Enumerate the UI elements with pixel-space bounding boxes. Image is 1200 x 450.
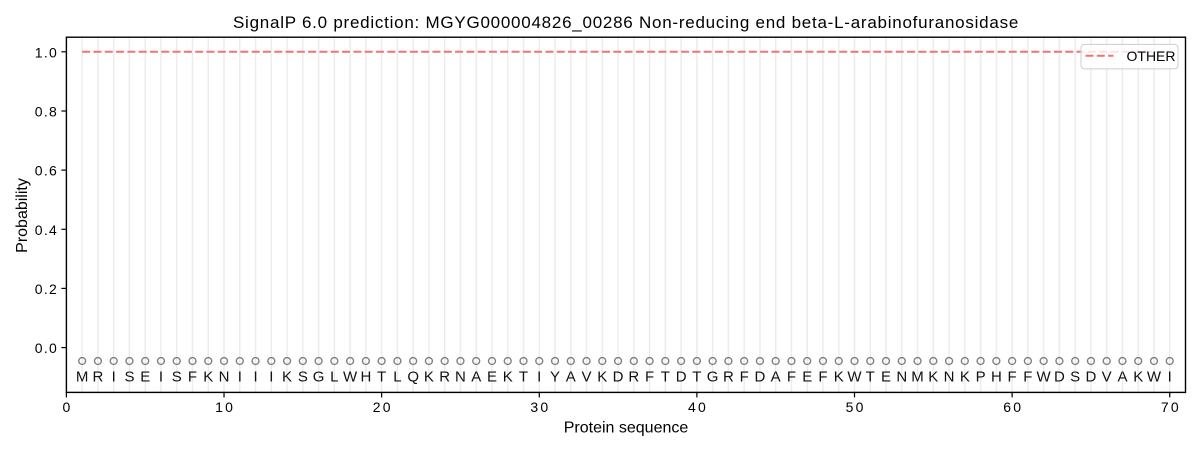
svg-text:K: K	[1133, 369, 1143, 386]
svg-text:W: W	[1147, 369, 1162, 386]
svg-text:H: H	[991, 369, 1002, 386]
svg-text:Probability: Probability	[14, 178, 31, 253]
svg-text:T: T	[692, 369, 701, 386]
svg-text:K: K	[597, 369, 607, 386]
svg-text:T: T	[377, 369, 386, 386]
svg-text:F: F	[740, 369, 749, 386]
svg-text:0: 0	[63, 399, 71, 415]
svg-text:R: R	[439, 369, 450, 386]
svg-text:0.0: 0.0	[35, 340, 57, 356]
svg-text:K: K	[503, 369, 513, 386]
svg-text:I: I	[269, 369, 273, 386]
svg-text:T: T	[661, 369, 670, 386]
svg-text:T: T	[866, 369, 875, 386]
svg-text:I: I	[112, 369, 116, 386]
svg-text:S: S	[124, 369, 134, 386]
svg-text:N: N	[896, 369, 907, 386]
svg-text:0.8: 0.8	[35, 104, 57, 120]
svg-text:R: R	[723, 369, 734, 386]
svg-text:N: N	[455, 369, 466, 386]
svg-text:I: I	[159, 369, 163, 386]
svg-text:E: E	[881, 369, 891, 386]
svg-text:K: K	[834, 369, 844, 386]
svg-text:H: H	[360, 369, 371, 386]
svg-text:K: K	[203, 369, 213, 386]
svg-text:D: D	[676, 369, 687, 386]
svg-text:R: R	[92, 369, 103, 386]
svg-text:G: G	[707, 369, 719, 386]
svg-text:P: P	[976, 369, 986, 386]
svg-text:I: I	[1168, 369, 1172, 386]
svg-text:F: F	[787, 369, 796, 386]
svg-text:D: D	[613, 369, 624, 386]
svg-text:I: I	[253, 369, 257, 386]
svg-text:N: N	[219, 369, 230, 386]
svg-text:1.0: 1.0	[35, 44, 57, 60]
svg-text:M: M	[911, 369, 924, 386]
svg-text:F: F	[1008, 369, 1017, 386]
svg-text:R: R	[628, 369, 639, 386]
svg-text:Protein sequence: Protein sequence	[564, 420, 689, 437]
svg-text:D: D	[755, 369, 766, 386]
svg-text:D: D	[1054, 369, 1065, 386]
svg-text:Q: Q	[407, 369, 419, 386]
svg-text:I: I	[537, 369, 541, 386]
svg-text:M: M	[76, 369, 89, 386]
svg-text:E: E	[802, 369, 812, 386]
svg-text:V: V	[1102, 369, 1112, 386]
svg-text:L: L	[393, 369, 401, 386]
svg-text:W: W	[847, 369, 862, 386]
svg-text:F: F	[1023, 369, 1032, 386]
svg-text:A: A	[771, 369, 781, 386]
svg-text:K: K	[282, 369, 292, 386]
svg-text:L: L	[330, 369, 338, 386]
svg-text:S: S	[172, 369, 182, 386]
svg-text:T: T	[519, 369, 528, 386]
svg-text:SignalP 6.0 prediction: MGYG00: SignalP 6.0 prediction: MGYG000004826_00…	[233, 13, 1019, 32]
svg-text:A: A	[471, 369, 481, 386]
svg-text:0.2: 0.2	[35, 281, 57, 297]
svg-text:OTHER: OTHER	[1127, 48, 1176, 64]
svg-text:V: V	[582, 369, 592, 386]
svg-text:F: F	[818, 369, 827, 386]
svg-text:F: F	[188, 369, 197, 386]
svg-text:S: S	[1070, 369, 1080, 386]
svg-text:K: K	[424, 369, 434, 386]
svg-text:G: G	[313, 369, 325, 386]
svg-text:A: A	[566, 369, 576, 386]
svg-text:F: F	[645, 369, 654, 386]
svg-text:0.6: 0.6	[35, 163, 57, 179]
svg-text:W: W	[1037, 369, 1052, 386]
svg-text:E: E	[487, 369, 497, 386]
svg-text:E: E	[140, 369, 150, 386]
svg-text:I: I	[238, 369, 242, 386]
svg-text:W: W	[343, 369, 358, 386]
svg-text:N: N	[944, 369, 955, 386]
svg-text:S: S	[298, 369, 308, 386]
svg-text:Y: Y	[550, 369, 560, 386]
svg-text:D: D	[1086, 369, 1097, 386]
svg-text:K: K	[928, 369, 938, 386]
svg-text:0.4: 0.4	[35, 222, 57, 238]
svg-text:A: A	[1117, 369, 1127, 386]
svg-text:K: K	[960, 369, 970, 386]
